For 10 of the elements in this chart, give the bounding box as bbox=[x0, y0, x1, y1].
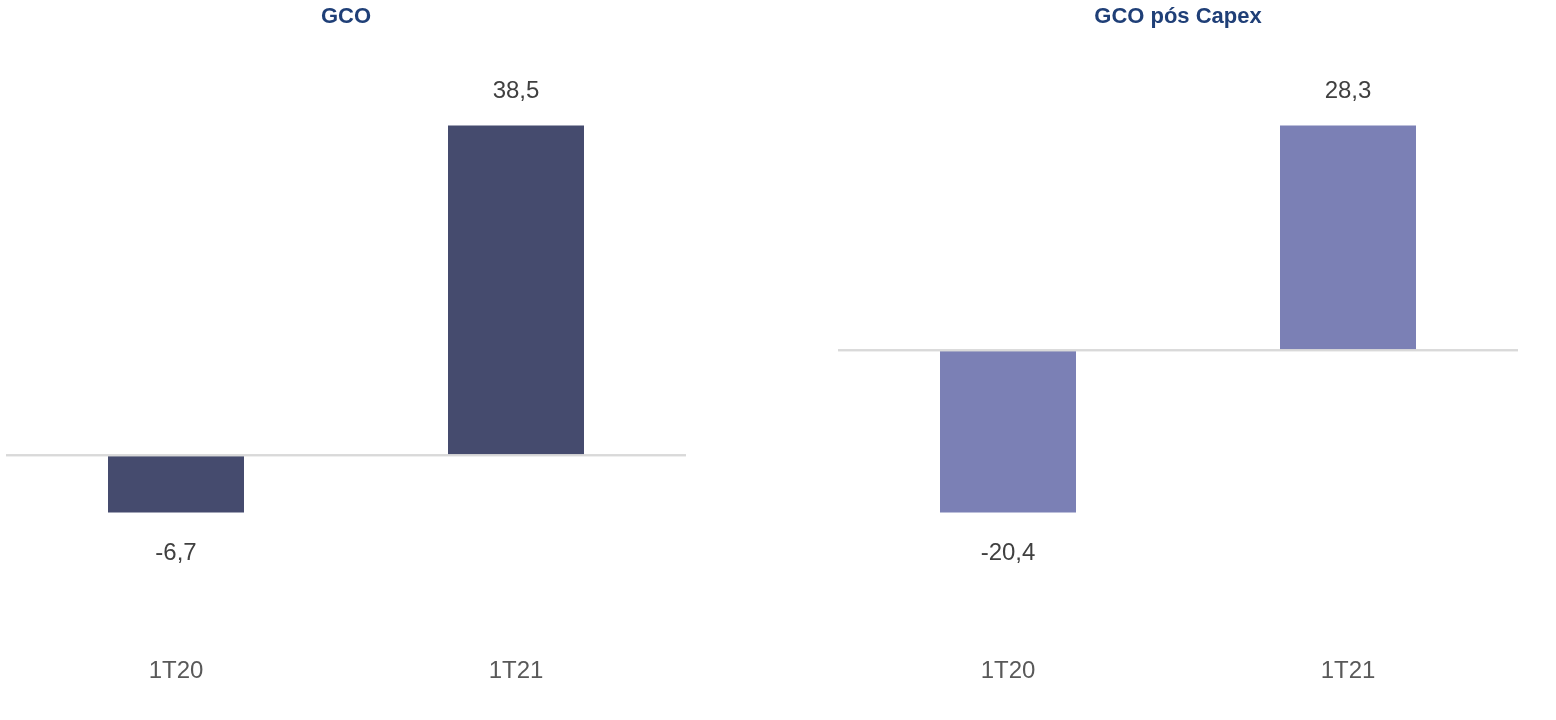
data-label: 28,3 bbox=[1324, 76, 1372, 104]
chart-title: GCO pós Capex bbox=[1094, 3, 1263, 28]
x-tick-label: 1T20 bbox=[980, 655, 1036, 683]
x-tick-label: 1T20 bbox=[148, 655, 204, 683]
x-tick-label: 1T21 bbox=[488, 655, 544, 683]
x-tick-label: 1T21 bbox=[1320, 655, 1376, 683]
data-label: 38,5 bbox=[492, 76, 540, 104]
chart-title: GCO bbox=[320, 3, 372, 28]
data-label: -20,4 bbox=[980, 537, 1036, 565]
data-label: -6,7 bbox=[155, 537, 197, 565]
